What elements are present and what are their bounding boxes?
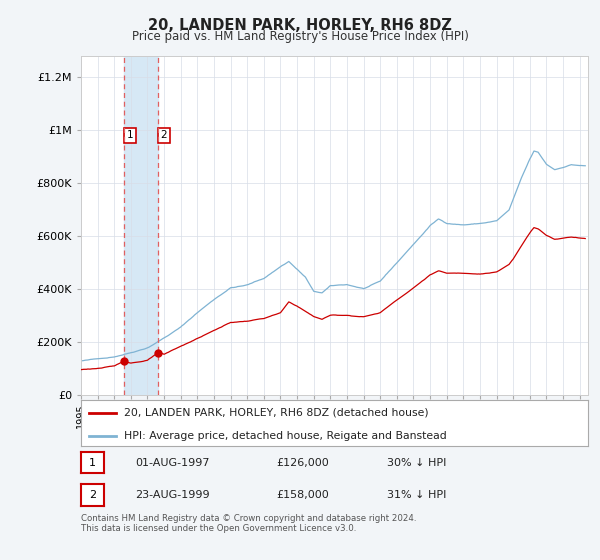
Text: 2: 2 bbox=[161, 130, 167, 141]
Text: 01-AUG-1997: 01-AUG-1997 bbox=[135, 458, 209, 468]
Text: 20, LANDEN PARK, HORLEY, RH6 8DZ (detached house): 20, LANDEN PARK, HORLEY, RH6 8DZ (detach… bbox=[124, 408, 429, 418]
Bar bbox=[124, 56, 158, 395]
Text: 23-AUG-1999: 23-AUG-1999 bbox=[135, 490, 209, 500]
Text: 2: 2 bbox=[89, 490, 96, 500]
Text: 1: 1 bbox=[89, 458, 96, 468]
Text: 31% ↓ HPI: 31% ↓ HPI bbox=[387, 490, 446, 500]
Text: £158,000: £158,000 bbox=[276, 490, 329, 500]
Text: £126,000: £126,000 bbox=[276, 458, 329, 468]
Text: 20, LANDEN PARK, HORLEY, RH6 8DZ: 20, LANDEN PARK, HORLEY, RH6 8DZ bbox=[148, 18, 452, 33]
Text: HPI: Average price, detached house, Reigate and Banstead: HPI: Average price, detached house, Reig… bbox=[124, 431, 447, 441]
Text: 1: 1 bbox=[127, 130, 133, 141]
Text: 30% ↓ HPI: 30% ↓ HPI bbox=[387, 458, 446, 468]
Text: Contains HM Land Registry data © Crown copyright and database right 2024.
This d: Contains HM Land Registry data © Crown c… bbox=[81, 514, 416, 534]
Text: Price paid vs. HM Land Registry's House Price Index (HPI): Price paid vs. HM Land Registry's House … bbox=[131, 30, 469, 43]
